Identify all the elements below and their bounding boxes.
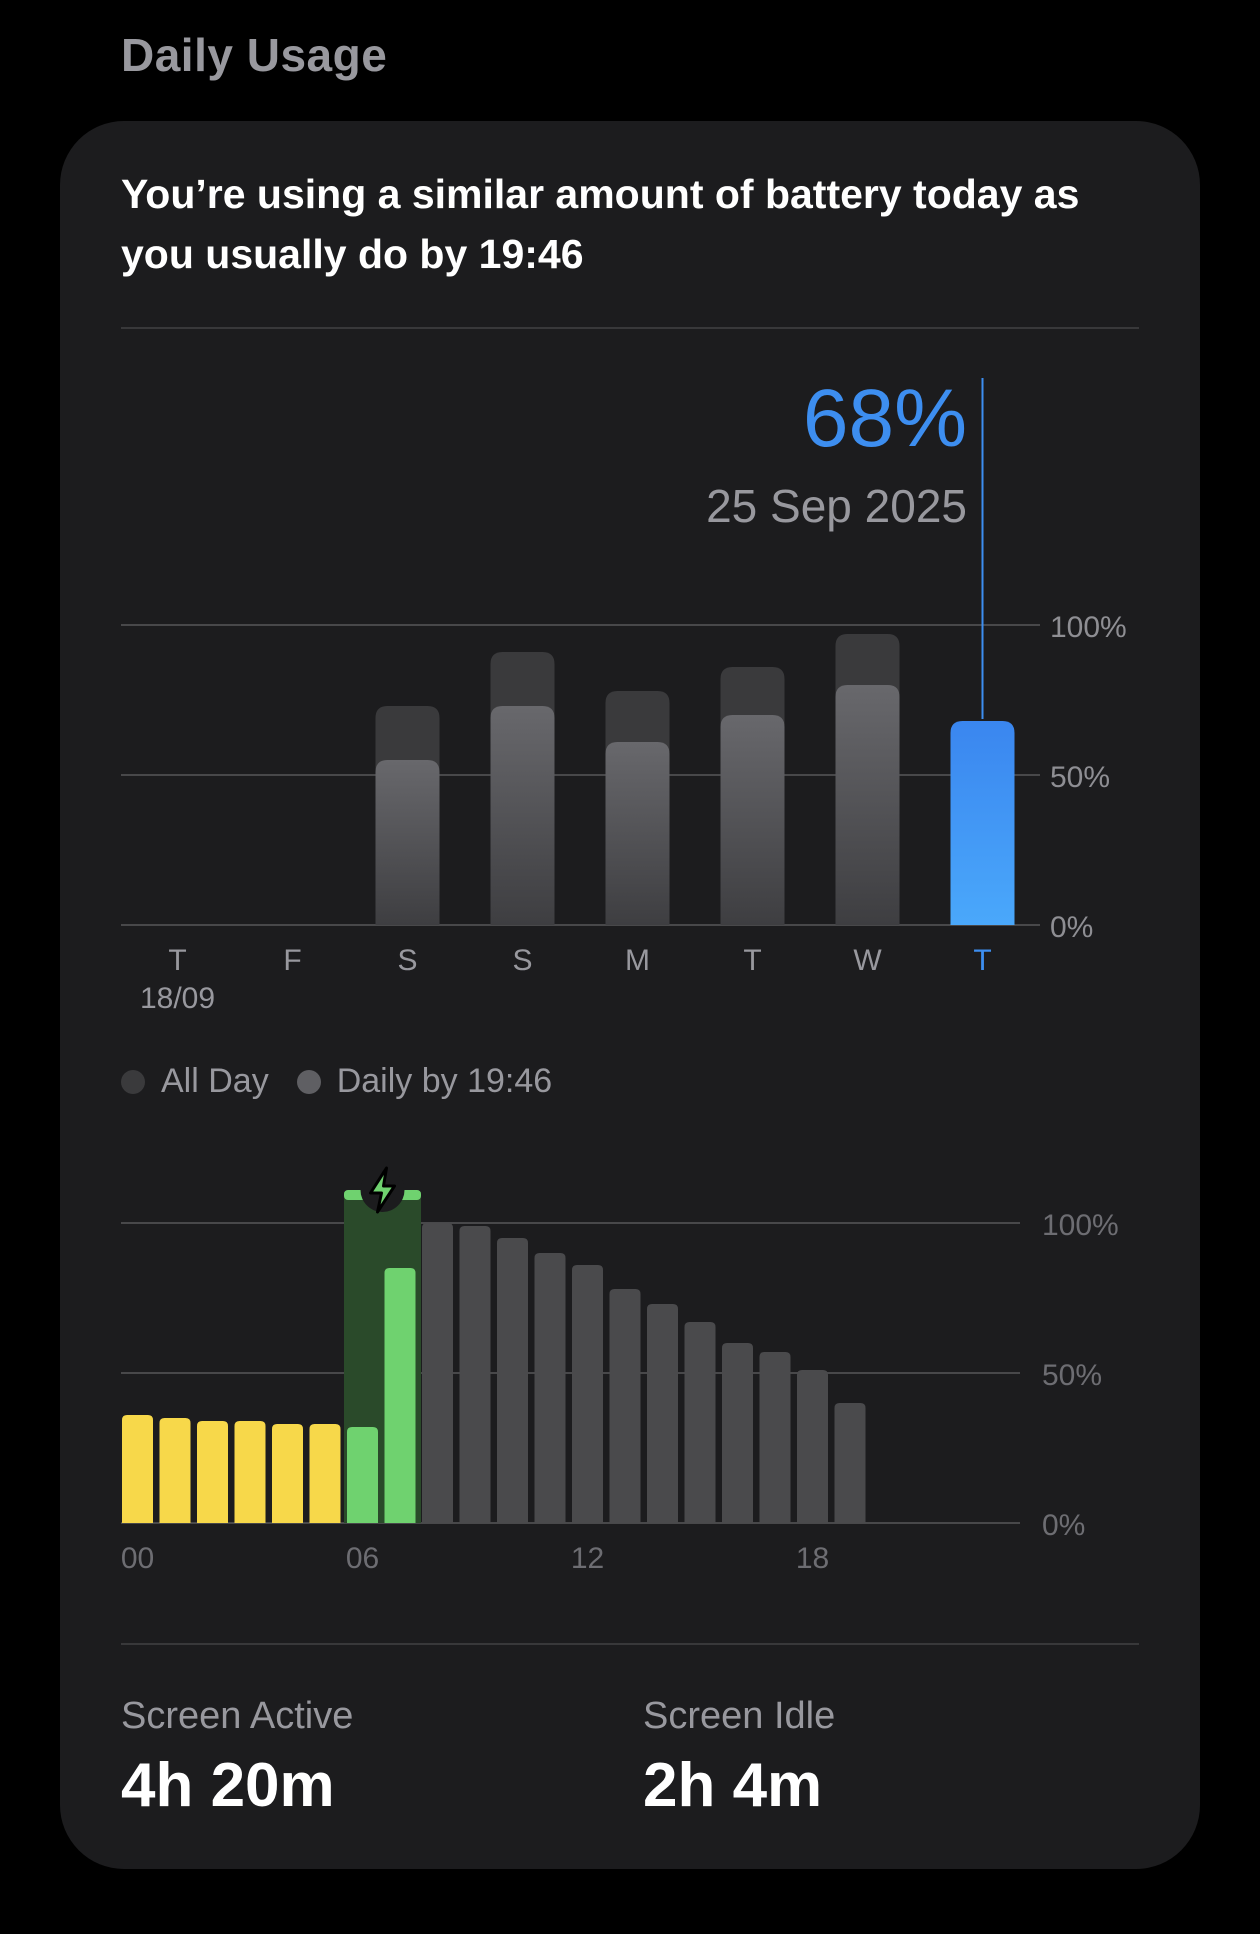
hour-bar[interactable]	[159, 1418, 191, 1523]
divider-top	[121, 327, 1139, 329]
screen-active-stat: Screen Active 4h 20m	[121, 1692, 353, 1826]
screen-active-value: 4h 20m	[121, 1751, 335, 1820]
hour-bar[interactable]	[384, 1268, 416, 1523]
hour-bar[interactable]	[684, 1322, 716, 1523]
x-tick-label[interactable]: T	[168, 944, 186, 977]
bar-daily-by-time[interactable]	[375, 760, 440, 925]
hour-bar[interactable]	[759, 1352, 791, 1523]
x-tick-label: 12	[571, 1542, 604, 1575]
x-tick-label[interactable]: T	[973, 944, 991, 977]
y-tick-label: 50%	[1050, 761, 1110, 794]
y-tick-label: 100%	[1042, 1209, 1119, 1242]
hour-bar[interactable]	[309, 1424, 341, 1523]
hour-bar[interactable]	[647, 1304, 678, 1523]
usage-headline: You’re using a similar amount of battery…	[121, 171, 1080, 277]
hour-bar[interactable]	[234, 1421, 266, 1523]
x-tick-label[interactable]: S	[512, 944, 532, 977]
x-tick-label: 18	[796, 1542, 829, 1575]
y-tick-label: 50%	[1042, 1359, 1102, 1392]
screen-idle-stat: Screen Idle 2h 4m	[643, 1692, 835, 1826]
hour-bar[interactable]	[797, 1370, 828, 1523]
legend-label-all-day: All Day	[161, 1062, 269, 1100]
bar-daily-by-time[interactable]	[605, 742, 670, 925]
screen-idle-value: 2h 4m	[643, 1751, 823, 1820]
bar-daily-by-time[interactable]	[835, 685, 900, 925]
hour-bar[interactable]	[347, 1427, 378, 1523]
x-tick-label[interactable]: S	[397, 944, 417, 977]
legend-item-all-day: All Day	[121, 1062, 269, 1101]
legend-item-daily-by-time: Daily by 19:46	[296, 1062, 553, 1101]
divider-bottom	[121, 1643, 1139, 1645]
y-tick-label: 100%	[1050, 611, 1127, 644]
x-tick-label[interactable]: W	[853, 944, 882, 977]
hour-bar[interactable]	[534, 1253, 566, 1523]
section-title: Daily Usage	[121, 29, 388, 81]
bar-daily-by-time[interactable]	[490, 706, 555, 925]
hour-bar[interactable]	[497, 1238, 528, 1523]
hour-bar[interactable]	[609, 1289, 641, 1523]
hour-bar[interactable]	[122, 1415, 153, 1523]
x-tick-label[interactable]: T	[743, 944, 761, 977]
hourly-battery-chart[interactable]: 100% 50% 0% 00 06 12 18	[0, 0, 1260, 1620]
x-tick-label[interactable]: M	[625, 944, 650, 977]
legend-dot-all-day	[121, 1069, 145, 1094]
x-tick-label[interactable]: F	[283, 944, 301, 977]
y-tick-label: 0%	[1042, 1509, 1085, 1542]
hour-bar[interactable]	[834, 1403, 866, 1523]
x-tick-sublabel: 18/09	[140, 982, 215, 1015]
selected-day-value: 68%	[802, 373, 967, 464]
screen-active-label: Screen Active	[121, 1695, 354, 1737]
y-tick-label: 0%	[1050, 911, 1093, 944]
hour-bar[interactable]	[572, 1265, 603, 1523]
x-tick-label: 06	[346, 1542, 379, 1575]
daily-usage-card	[60, 121, 1200, 1869]
hour-bar[interactable]	[197, 1421, 228, 1523]
legend-dot-daily-by-time	[296, 1069, 321, 1094]
x-tick-label: 00	[121, 1542, 154, 1575]
bar-daily-by-time[interactable]	[720, 715, 785, 925]
hour-bar[interactable]	[722, 1343, 753, 1523]
legend-label-daily-by-time: Daily by 19:46	[336, 1062, 553, 1100]
hour-bar[interactable]	[272, 1424, 303, 1523]
screen-idle-label: Screen Idle	[643, 1695, 836, 1737]
selected-day-date: 25 Sep 2025	[706, 480, 967, 532]
daily-bar-chart[interactable]: 100% 50% 0% T 18/09 F S S M T W T	[0, 0, 1260, 1040]
bar-selected-today[interactable]	[950, 721, 1015, 925]
hour-bar[interactable]	[459, 1226, 491, 1523]
hour-bar[interactable]	[422, 1223, 453, 1523]
chart-legend: All Day Daily by 19:46	[121, 1062, 552, 1101]
charging-bolt-icon	[369, 1166, 396, 1214]
